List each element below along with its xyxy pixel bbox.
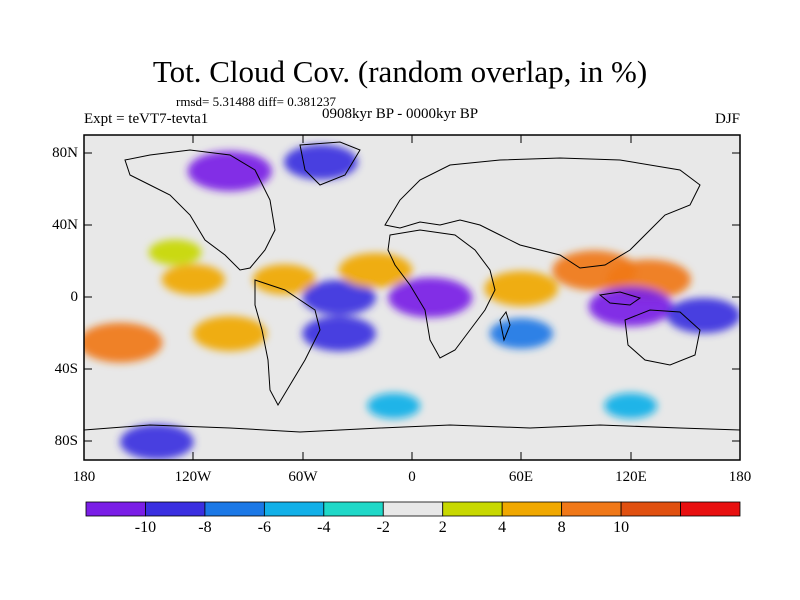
y-tick-80s: 80S [54,433,78,449]
colorbar-label-4: -2 [376,519,390,536]
colorbar-swatch-5 [382,501,444,517]
season-label: DJF [714,111,740,127]
y-tick-40s: 40S [54,361,78,377]
anomaly-blob-19 [120,424,194,460]
experiment-label: Expt = teVT7-tevta1 [84,111,209,127]
colorbar-label-5: 2 [438,519,447,536]
anomaly-blob-15 [187,151,272,192]
colorbar-swatch-7 [501,501,563,517]
axis-ticks [84,135,740,460]
colorbar-swatch-8 [561,501,622,517]
colorbar-label-7: 8 [557,519,566,536]
anomaly-blob-1 [192,316,267,352]
anomaly-blob-6 [302,316,376,352]
y-tick-40n: 40N [52,217,78,233]
stats-label: rmsd= 5.31488 diff= 0.381237 [176,94,336,109]
x-tick-0: 0 [408,469,416,485]
x-tick-60e: 60E [508,469,534,485]
y-tick-0: 0 [70,289,79,305]
colorbar-swatch-3 [263,501,325,517]
anomaly-blob-4 [252,264,317,295]
plot-title: Tot. Cloud Cov. (random overlap, in %) [152,54,648,89]
x-tick-60w: 60W [288,469,318,485]
x-tick-120w: 120W [174,469,212,485]
colorbar-swatch-4 [323,501,384,517]
coastlines [84,141,740,433]
anomaly-blob-16 [284,144,358,180]
colorbar-swatch-9 [620,501,681,517]
anomaly-blob-9 [484,270,559,307]
anomaly-blob-7 [338,252,413,289]
anomaly-blob-17 [367,393,421,419]
colorbar-swatch-2 [204,501,265,517]
colorbar-label-1: -8 [198,519,212,536]
colorbar-label-3: -4 [317,519,331,536]
colorbar-label-8: 10 [613,519,630,536]
anomaly-blob-8 [388,277,473,318]
colorbar-label-0: -10 [134,519,157,536]
colorbar-label-6: 4 [498,519,507,536]
x-tick-180w: 180 [72,469,96,485]
colorbar-swatch-10 [680,501,741,517]
anomaly-blob-14 [489,318,553,349]
period-label: 0908kyr BP - 0000kyr BP [322,106,479,122]
colorbar-label-2: -6 [257,519,272,536]
x-tick-180e: 180 [728,469,752,485]
anomaly-fields [84,144,740,460]
anomaly-blob-13 [666,297,740,334]
colorbar-swatch-1 [145,501,206,517]
anomaly-blob-3 [148,239,202,266]
y-tick-80n: 80N [52,145,78,161]
colorbar-swatch-0 [85,501,146,517]
anomaly-blob-5 [302,279,376,316]
colorbar [85,501,741,517]
anomaly-blob-12 [588,286,673,327]
x-tick-120e: 120E [615,469,647,485]
anomaly-blob-2 [161,264,225,295]
anomaly-blob-0 [84,322,163,363]
anomaly-blob-18 [604,393,658,419]
colorbar-swatch-6 [442,501,503,517]
